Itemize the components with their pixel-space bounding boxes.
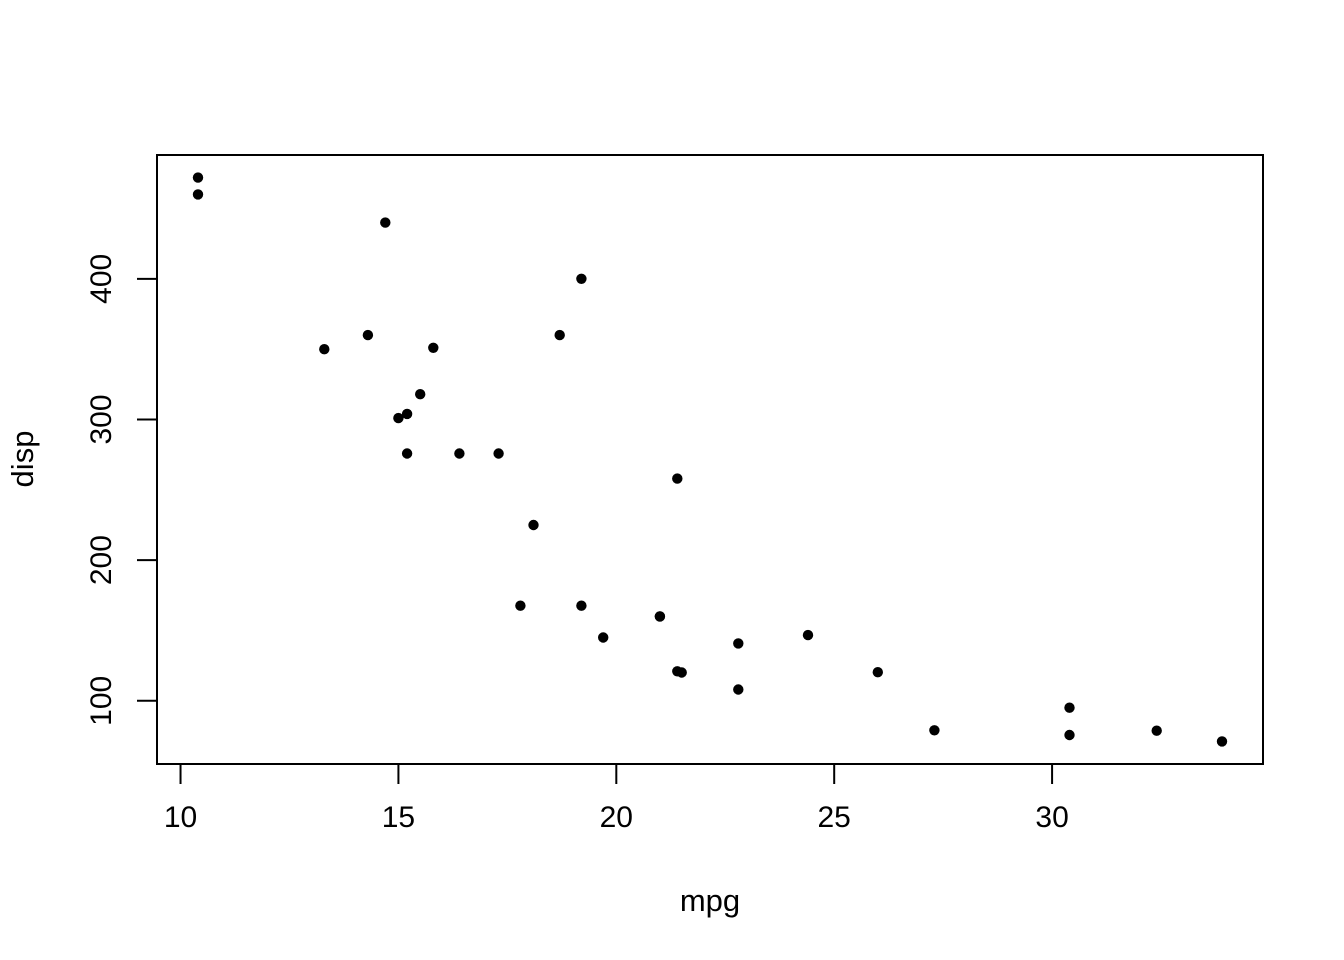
- data-point: [515, 600, 526, 611]
- data-point: [493, 448, 504, 459]
- data-point: [1064, 702, 1075, 713]
- data-point: [454, 448, 465, 459]
- data-point: [1064, 729, 1075, 741]
- data-point: [576, 273, 587, 284]
- data-point: [872, 667, 883, 678]
- data-point: [1216, 736, 1228, 747]
- data-point: [528, 519, 539, 531]
- x-axis-label: mpg: [680, 883, 740, 918]
- data-points: [192, 172, 1228, 747]
- data-point: [929, 725, 940, 736]
- y-axis-label: disp: [5, 431, 40, 488]
- data-point: [401, 408, 413, 420]
- y-tick-label: 100: [85, 676, 118, 726]
- data-point: [598, 632, 609, 643]
- y-tick-label: 300: [85, 394, 118, 444]
- x-tick-label: 10: [164, 801, 197, 834]
- data-point: [733, 684, 744, 695]
- data-point: [192, 189, 204, 200]
- data-point: [733, 638, 744, 649]
- data-point: [554, 329, 565, 341]
- data-point: [576, 600, 587, 611]
- x-tick-label: 25: [818, 801, 851, 834]
- data-point: [428, 342, 439, 353]
- x-tick-label: 30: [1035, 801, 1068, 834]
- data-point: [401, 448, 413, 459]
- data-point: [362, 329, 374, 341]
- y-tick-label: 200: [85, 535, 118, 585]
- data-point: [192, 172, 204, 183]
- data-point: [654, 611, 666, 622]
- x-tick-label: 15: [382, 801, 415, 834]
- x-axis: 10 15 20 25 30: [164, 765, 1069, 834]
- x-tick-label: 20: [600, 801, 633, 834]
- data-point: [672, 666, 683, 677]
- y-axis: 100 200 300 400: [85, 254, 156, 726]
- y-tick-label: 400: [85, 254, 118, 304]
- data-point: [380, 217, 391, 228]
- data-point: [802, 629, 814, 641]
- data-point: [393, 412, 404, 424]
- plot-box: [156, 154, 1264, 765]
- data-point: [672, 473, 683, 484]
- data-point: [319, 344, 330, 355]
- data-point: [415, 389, 426, 400]
- data-point: [1151, 725, 1162, 736]
